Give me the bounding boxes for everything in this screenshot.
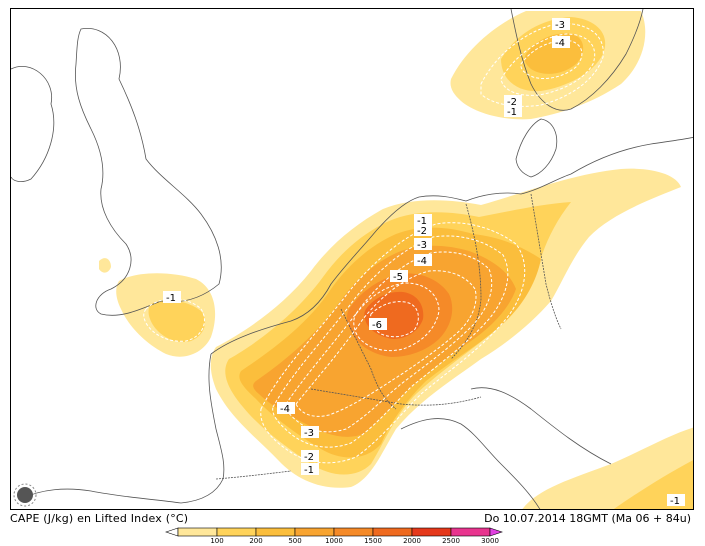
li-label: -6 <box>369 318 387 331</box>
li-contour-minus4 <box>295 270 477 417</box>
li-label: -3 <box>301 426 319 439</box>
li-contour-minus3 <box>285 251 493 433</box>
cape-map: -3 -4 -2 -1 -1 -2 -3 -4 -5 -6 -1 -4 -3 -… <box>11 9 693 509</box>
legend-arrow-left <box>165 527 179 537</box>
svg-text:-1: -1 <box>417 216 427 227</box>
border-spain-france <box>215 470 292 480</box>
svg-text:-2: -2 <box>304 452 314 463</box>
border-france-germany <box>340 308 397 410</box>
continent-coast <box>210 173 572 355</box>
svg-text:-2: -2 <box>417 226 427 237</box>
li-label: -4 <box>552 36 570 49</box>
legend-tick-label: 200 <box>249 537 262 545</box>
color-legend: 100 200 500 1000 1500 2000 2500 3000 <box>165 527 503 545</box>
legend-bar <box>165 527 503 537</box>
svg-text:-6: -6 <box>372 320 382 331</box>
legend-swatch <box>372 527 413 537</box>
legend-swatch <box>333 527 374 537</box>
legend-swatch <box>177 527 218 537</box>
li-label: -1 <box>414 214 432 227</box>
li-contour-scand-2 <box>500 33 596 96</box>
li-label: -1 <box>667 494 685 507</box>
svg-text:-4: -4 <box>280 404 290 415</box>
legend-tick-label: 1500 <box>364 537 382 545</box>
legend-tick-label: 3000 <box>481 537 499 545</box>
li-label: -5 <box>390 270 408 283</box>
adriatic-coast <box>470 387 612 465</box>
cape-area-small-100 <box>99 258 111 273</box>
coastlines <box>11 9 693 509</box>
li-contour-minus5 <box>353 282 440 352</box>
svg-text:-5: -5 <box>393 272 403 283</box>
cape-shading <box>99 11 693 509</box>
sun-logo-icon <box>13 483 37 507</box>
svg-text:-1: -1 <box>507 107 517 118</box>
ireland-coast <box>11 66 55 183</box>
britain-coast <box>74 27 222 316</box>
svg-text:-4: -4 <box>417 256 427 267</box>
svg-text:-3: -3 <box>417 240 427 251</box>
italy-coast <box>400 418 541 509</box>
denmark-coast <box>515 118 558 178</box>
svg-text:-1: -1 <box>304 465 314 476</box>
baltic-coast <box>570 137 693 175</box>
legend-ticks: 100 200 500 1000 1500 2000 2500 3000 <box>210 537 499 545</box>
lifted-index-labels: -3 -4 -2 -1 -1 -2 -3 -4 -5 -6 -1 -4 -3 -… <box>163 18 685 507</box>
legend-tick-label: 100 <box>210 537 223 545</box>
li-label: -3 <box>414 238 432 251</box>
legend-swatch <box>411 527 452 537</box>
li-contour-england <box>143 298 205 342</box>
li-contour-minus1 <box>260 222 526 464</box>
legend-swatch <box>216 527 257 537</box>
border-poland <box>530 193 562 330</box>
li-label: -3 <box>552 18 570 31</box>
map-panel: -3 -4 -2 -1 -1 -2 -3 -4 -5 -6 -1 -4 -3 -… <box>10 8 694 510</box>
li-label: -1 <box>504 105 522 118</box>
border-alps <box>310 388 482 406</box>
legend-tick-label: 2500 <box>442 537 460 545</box>
svg-text:-3: -3 <box>555 20 565 31</box>
li-label: -1 <box>163 291 181 304</box>
li-contour-minus2 <box>272 235 509 448</box>
svg-text:-4: -4 <box>555 38 565 49</box>
legend-swatch <box>450 527 491 537</box>
legend-swatch <box>294 527 335 537</box>
legend-tick-label: 1000 <box>325 537 343 545</box>
li-label: -2 <box>414 224 432 237</box>
map-valid-time: Do 10.07.2014 18GMT (Ma 06 + 84u) <box>484 512 691 525</box>
map-title: CAPE (J/kg) en Lifted Index (°C) <box>10 512 189 525</box>
biscay-coast <box>180 353 225 504</box>
li-label: -4 <box>277 402 295 415</box>
li-label: -4 <box>414 254 432 267</box>
legend-arrow-right <box>489 527 503 537</box>
legend-swatch <box>255 527 296 537</box>
svg-text:-2: -2 <box>507 97 517 108</box>
li-label: -2 <box>301 450 319 463</box>
li-label: -1 <box>301 463 319 476</box>
svg-text:-3: -3 <box>304 428 314 439</box>
cape-area-england-200 <box>148 300 206 343</box>
scandinavia-coast <box>510 9 644 111</box>
legend-tick-label: 500 <box>288 537 301 545</box>
svg-text:-1: -1 <box>166 293 176 304</box>
iberia-north-coast <box>20 488 182 504</box>
svg-text:-1: -1 <box>670 496 680 507</box>
legend-tick-label: 2000 <box>403 537 421 545</box>
li-label: -2 <box>504 95 522 108</box>
